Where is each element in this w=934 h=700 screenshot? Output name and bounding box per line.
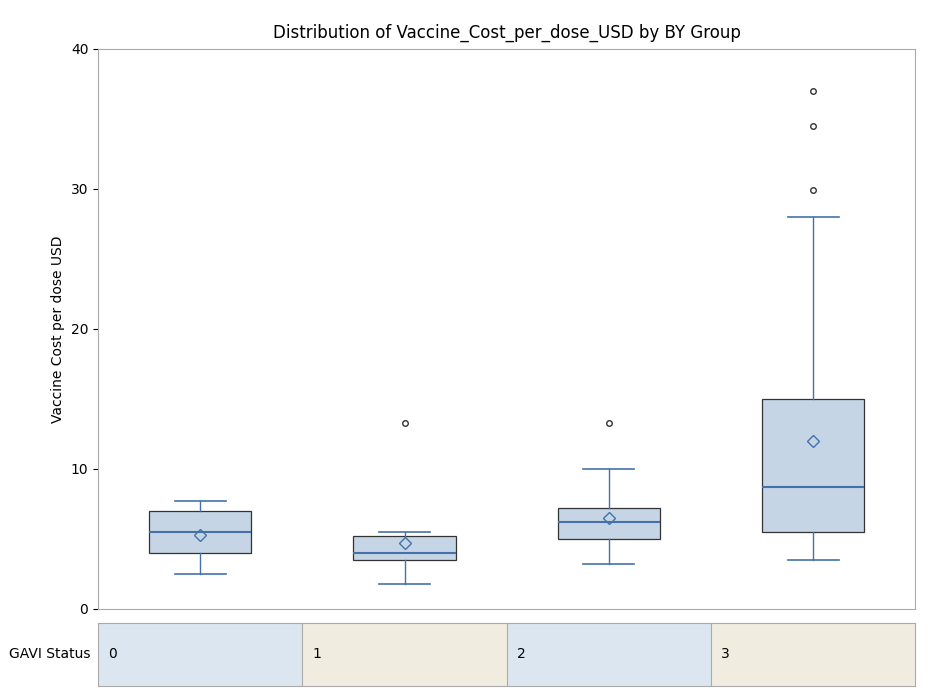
Title: Distribution of Vaccine_Cost_per_dose_USD by BY Group: Distribution of Vaccine_Cost_per_dose_US…: [273, 24, 741, 42]
Y-axis label: Vaccine Cost per dose USD: Vaccine Cost per dose USD: [51, 235, 65, 423]
Bar: [98, 623, 303, 686]
Bar: [303, 623, 506, 686]
PathPatch shape: [353, 536, 456, 560]
Text: 0: 0: [108, 648, 117, 661]
PathPatch shape: [762, 399, 864, 532]
PathPatch shape: [149, 511, 251, 553]
Bar: [506, 623, 711, 686]
Text: 3: 3: [721, 648, 730, 661]
PathPatch shape: [558, 508, 660, 539]
Bar: [711, 623, 915, 686]
Text: 2: 2: [517, 648, 526, 661]
Text: 1: 1: [313, 648, 321, 661]
Text: GAVI Status: GAVI Status: [9, 648, 91, 661]
